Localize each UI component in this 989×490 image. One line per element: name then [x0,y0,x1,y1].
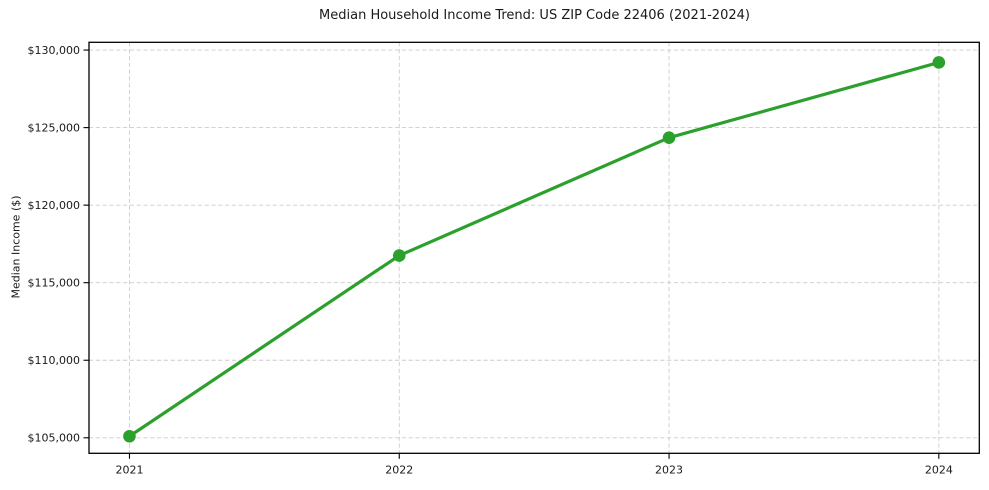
y-tick-label: $120,000 [28,199,81,212]
chart-title: Median Household Income Trend: US ZIP Co… [319,8,750,23]
y-tick-label: $130,000 [28,44,81,57]
x-tick-label: 2021 [115,463,143,476]
y-tick-label: $125,000 [28,121,81,134]
plot-spines [88,41,980,454]
y-tick-label: $110,000 [28,354,81,367]
data-point-2021 [123,429,136,443]
data-point-2024 [932,56,946,69]
trend-line [127,60,941,438]
y-tick-label: $115,000 [28,276,81,289]
y-tick-label: $105,000 [28,432,81,445]
x-tick-label: 2022 [385,463,413,476]
data-point-2022 [392,249,406,262]
x-tick-label: 2024 [925,463,953,476]
x-tick-label: 2023 [655,463,683,476]
data-point-2023 [662,131,676,144]
